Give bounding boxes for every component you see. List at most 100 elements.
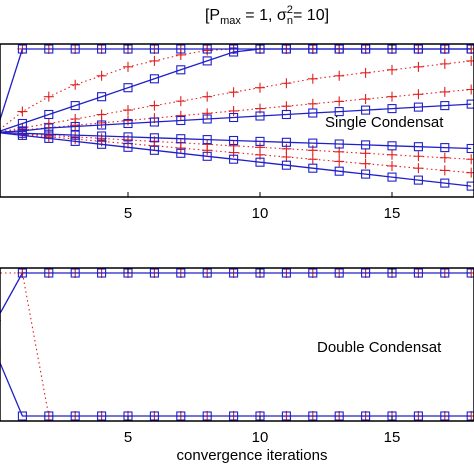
top-series-10-point-14 [360, 158, 371, 169]
top-series-1-point-8 [202, 56, 212, 66]
top-series-3-line [0, 131, 472, 150]
top-series-1-point-18 [466, 44, 474, 54]
top-series-4-point-2 [44, 133, 54, 143]
plot-bottom: 5 10 15 Double Condensat convergence itera… [0, 267, 474, 464]
top-series-3-point-6 [149, 133, 159, 143]
top-series-0-point-1 [17, 44, 27, 54]
top-series-1-point-16 [413, 44, 423, 54]
top-series-4-point-3 [70, 136, 80, 146]
top-series-4-point-12 [308, 163, 318, 173]
top-series-9-point-14 [360, 148, 371, 159]
top-series-1-point-9 [229, 47, 239, 57]
top-series-3-point-15 [387, 141, 397, 151]
top-series-10-point-17 [439, 165, 450, 176]
title-sub-n: n [287, 15, 293, 27]
top-series-8-point-16 [413, 89, 424, 100]
top-series-4-line [0, 132, 472, 187]
bottom-series-1-point-17 [440, 411, 450, 421]
top-series-3-point-5 [123, 132, 133, 142]
top-series-7-point-16 [413, 61, 424, 72]
top-xtick-label-2: 15 [384, 205, 401, 222]
bottom-series-1-point-18 [466, 411, 474, 421]
top-series-10-point-7 [175, 143, 186, 154]
top-series-7-point-18 [466, 55, 474, 66]
top-series-1-point-6 [149, 74, 159, 84]
top-series-3-point-3 [70, 130, 80, 140]
bottom-series-0-point-13 [334, 268, 344, 278]
top-series-4-point-11 [281, 160, 291, 170]
top-series-4-point-15 [387, 172, 397, 182]
top-series-7-point-4 [96, 109, 107, 120]
bottom-series-1-point-7 [176, 411, 186, 421]
bottom-series-1-point-14 [361, 411, 371, 421]
top-series-1-point-11 [281, 44, 291, 54]
top-series-6-point-6 [149, 55, 160, 66]
top-series-4-point-6 [149, 145, 159, 155]
top-series-2-point-3 [70, 121, 80, 132]
top-series-10-point-18 [466, 167, 474, 178]
top-series-8-point-17 [439, 86, 450, 97]
bottom-series-0-point-11 [281, 268, 291, 278]
top-series-1-point-1 [17, 118, 27, 129]
top-series-1-point-13 [334, 44, 344, 54]
top-series-2-point-7 [176, 115, 186, 126]
bottom-series-0-point-9 [229, 268, 239, 278]
top-series-2-point-2 [44, 123, 54, 133]
top-series-2-point-6 [149, 117, 159, 127]
top-series-7-point-15 [387, 64, 397, 75]
top-series-2-point-12 [308, 108, 318, 118]
top-series-0-point-4 [97, 44, 107, 54]
top-axes-box [0, 43, 474, 198]
top-series-2-point-17 [440, 101, 450, 111]
bottom-series-0-point-12 [308, 268, 318, 278]
top-series-4-point-17 [440, 178, 450, 188]
top-series-8-point-13 [334, 96, 345, 107]
top-series-3-point-13 [334, 139, 344, 149]
bottom-series-0-point-1 [17, 268, 27, 278]
top-series-7-point-14 [360, 67, 371, 78]
top-series-7-point-10 [255, 82, 265, 93]
bottom-series-0-point-7 [176, 268, 186, 278]
top-series-4-point-8 [202, 151, 212, 161]
bottom-series-1-line [0, 361, 472, 417]
bottom-series-1-point-4 [97, 411, 107, 421]
top-series-7-point-7 [175, 96, 186, 107]
title-close: = 10] [293, 7, 329, 24]
bottom-series-1-point-12 [308, 411, 318, 421]
top-series-8-point-8 [202, 108, 213, 119]
top-series-7-point-13 [334, 70, 345, 81]
top-series-0-point-7 [176, 44, 186, 54]
top-series-2-point-9 [229, 112, 239, 123]
top-series-8-point-9 [228, 105, 239, 116]
top-series-6-point-4 [96, 70, 107, 81]
top-series-0-point-8 [202, 44, 212, 54]
bottom-series-0-point-18 [466, 268, 474, 278]
bottom-series-1-point-8 [202, 411, 212, 421]
bottom-xtick-label-2: 15 [384, 429, 401, 446]
top-series-6-point-3 [70, 79, 81, 90]
bottom-series-1-point-1 [17, 411, 27, 421]
bottom-annotation: Double Condensat [317, 339, 442, 356]
title-mid: = 1, σ [241, 7, 287, 24]
top-series-6-point-7 [175, 49, 186, 60]
bottom-series-1-point-9 [229, 411, 239, 421]
top-series-9-point-18 [466, 154, 474, 165]
title-open: [P [205, 7, 220, 24]
top-series-1-point-14 [361, 44, 371, 54]
top-series-3-point-18 [466, 143, 474, 154]
top-series-2-point-10 [255, 111, 265, 121]
top-xtick-label-0: 5 [124, 205, 132, 222]
bottom-series-0-point-17 [440, 268, 450, 278]
bottom-series-0-point-3 [70, 268, 80, 278]
title-sub-max: max [220, 15, 241, 27]
top-series-3-point-16 [413, 142, 423, 152]
top-series-0-point-3 [70, 44, 80, 54]
bottom-tick-group: 5 10 15 [124, 268, 401, 446]
top-series-1-point-5 [123, 83, 133, 93]
bottom-series-1-point-16 [413, 411, 423, 421]
top-series-10-point-9 [228, 147, 239, 158]
bottom-series-0-point-14 [361, 268, 371, 278]
top-xtick-label-1: 10 [252, 205, 269, 222]
top-series-2-point-13 [334, 107, 344, 117]
top-tick-group: 5 10 15 [124, 44, 401, 222]
